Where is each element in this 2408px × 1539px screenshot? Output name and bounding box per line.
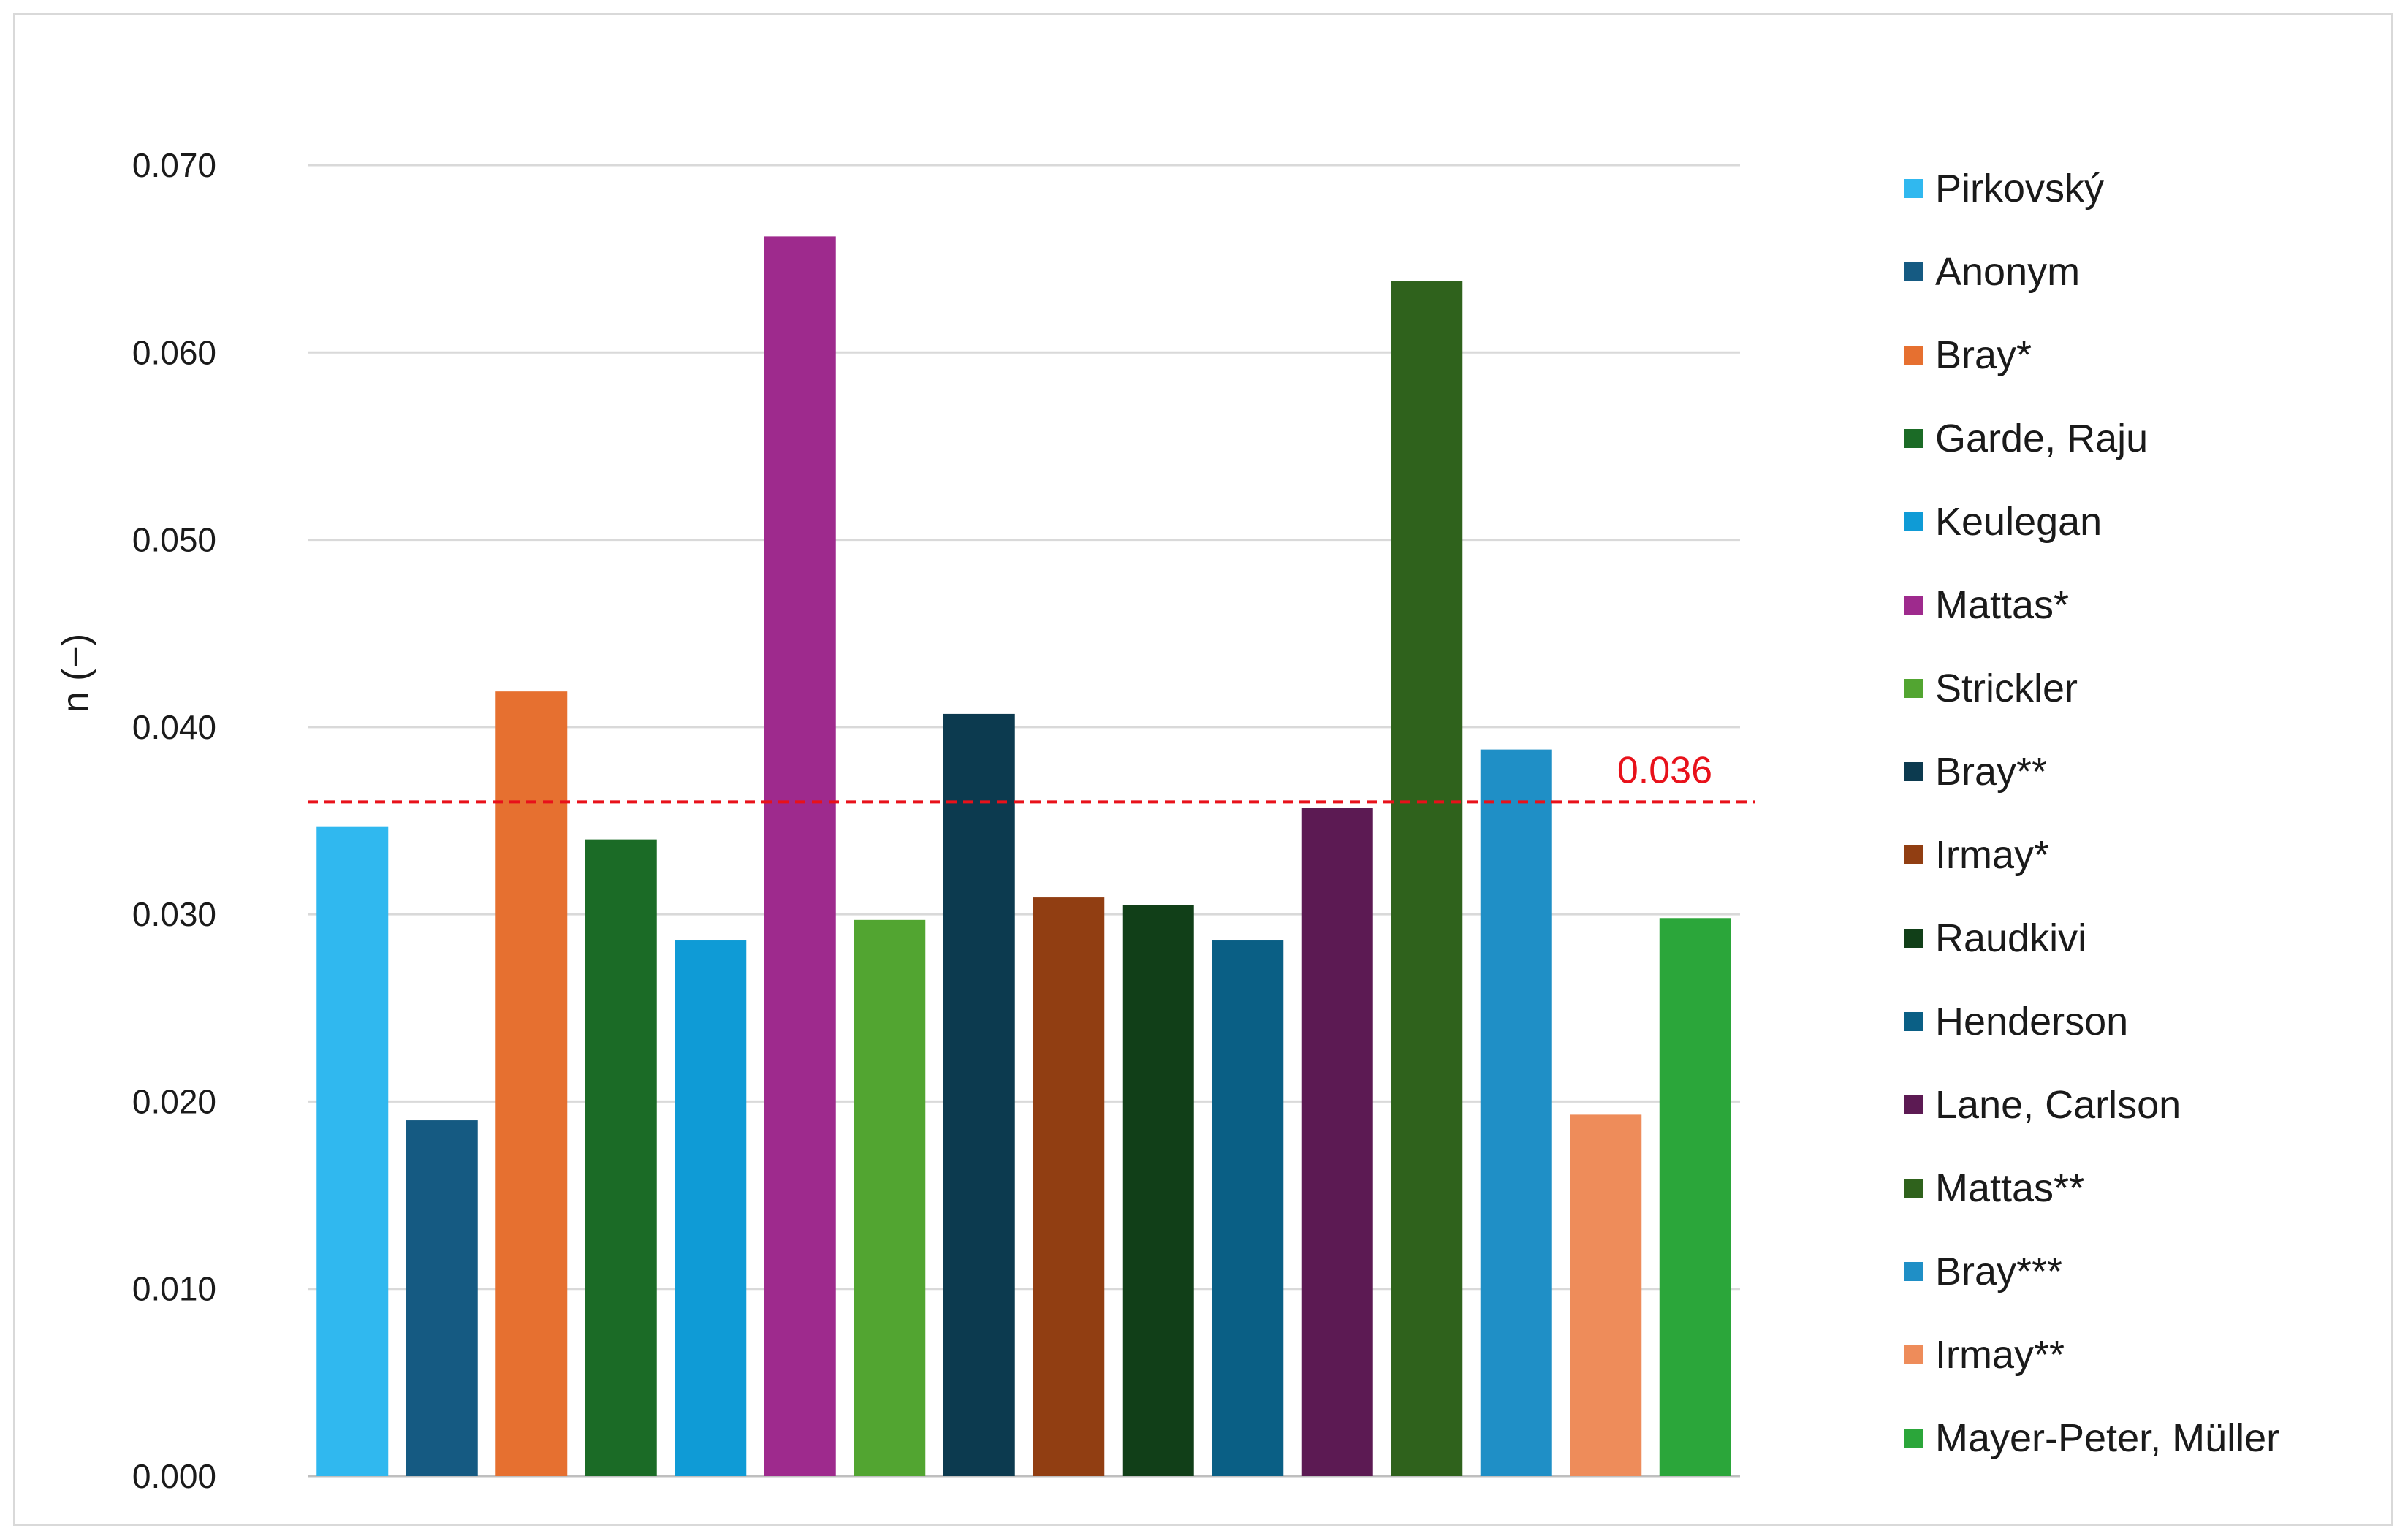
legend-swatch (1904, 846, 1923, 864)
legend-label: Lane, Carlson (1935, 1083, 2181, 1127)
bar (854, 919, 926, 1476)
y-tick-label: 0.020 (132, 1082, 216, 1120)
legend-label: Garde, Raju (1935, 417, 2149, 460)
bar (1659, 918, 1731, 1476)
legend-label: Bray* (1935, 333, 2032, 377)
bars (316, 236, 1731, 1477)
bar (764, 236, 836, 1477)
y-tick-label: 0.060 (132, 333, 216, 371)
legend-item: Lane, Carlson (1904, 1063, 2401, 1147)
legend-swatch (1904, 1262, 1923, 1281)
legend-item: Bray*** (1904, 1230, 2401, 1313)
y-tick-label: 0.030 (132, 895, 216, 933)
legend-label: Mayer-Peter, Müller (1935, 1416, 2280, 1460)
legend-label: Henderson (1935, 1000, 2129, 1044)
legend-label: Keulegan (1935, 500, 2103, 544)
legend-swatch (1904, 346, 1923, 365)
legend-label: Mattas** (1935, 1166, 2085, 1210)
y-tick-label: 0.050 (132, 521, 216, 559)
bar (406, 1120, 478, 1476)
legend-item: Irmay* (1904, 813, 2401, 897)
legend-item: Mayer-Peter, Müller (1904, 1396, 2401, 1480)
bar (1122, 905, 1194, 1476)
bar (1570, 1114, 1642, 1476)
legend-item: Irmay** (1904, 1313, 2401, 1396)
legend-label: Anonym (1935, 250, 2081, 294)
legend-label: Bray*** (1935, 1250, 2063, 1293)
legend-label: Irmay** (1935, 1333, 2065, 1377)
legend-swatch (1904, 262, 1923, 281)
legend-item: Bray** (1904, 730, 2401, 813)
legend-swatch (1904, 1012, 1923, 1031)
y-tick-label: 0.040 (132, 708, 216, 746)
legend-item: Bray* (1904, 314, 2401, 397)
y-axis-ticks: 0.000 0.010 0.020 0.030 0.040 0.050 0.060 0.070 (132, 146, 216, 1495)
legend-swatch (1904, 679, 1923, 698)
bar (1212, 940, 1284, 1476)
legend-swatch (1904, 929, 1923, 948)
legend-label: Bray** (1935, 750, 2048, 794)
legend: Pirkovský Anonym Bray* Garde, Raju Keulegan M… (1904, 147, 2401, 1480)
legend-item: Mattas* (1904, 563, 2401, 647)
bar (495, 691, 568, 1476)
legend-label: Pirkovský (1935, 167, 2105, 210)
legend-label: Strickler (1935, 666, 2078, 710)
y-tick-label: 0.070 (132, 146, 216, 184)
reference-line-label: 0.036 (1617, 749, 1712, 791)
legend-swatch (1904, 1179, 1923, 1198)
legend-item: Mattas** (1904, 1147, 2401, 1230)
bar (1301, 808, 1373, 1476)
bar (943, 713, 1015, 1476)
legend-swatch (1904, 762, 1923, 781)
legend-item: Strickler (1904, 647, 2401, 730)
legend-swatch (1904, 596, 1923, 615)
legend-swatch (1904, 1095, 1923, 1114)
legend-item: Anonym (1904, 230, 2401, 314)
legend-swatch (1904, 429, 1923, 448)
bar (1033, 897, 1105, 1476)
legend-swatch (1904, 1345, 1923, 1364)
y-tick-label: 0.010 (132, 1270, 216, 1308)
legend-label: Irmay* (1935, 833, 2050, 877)
legend-item: Raudkivi (1904, 897, 2401, 980)
legend-label: Mattas* (1935, 583, 2070, 627)
bar (316, 826, 389, 1476)
reference-line-group: 0.036 (308, 749, 1755, 804)
y-axis-label: n (−) (55, 634, 97, 712)
legend-item: Keulegan (1904, 480, 2401, 563)
legend-item: Henderson (1904, 980, 2401, 1063)
legend-item: Pirkovský (1904, 147, 2401, 230)
legend-swatch (1904, 179, 1923, 198)
legend-swatch (1904, 512, 1923, 531)
bar (1391, 281, 1463, 1476)
legend-swatch (1904, 1429, 1923, 1448)
bar (675, 940, 747, 1476)
chart-frame: 0.000 0.010 0.020 0.030 0.040 0.050 0.060 0.070… (13, 13, 2393, 1526)
bar (1480, 749, 1552, 1476)
legend-item: Garde, Raju (1904, 397, 2401, 480)
bar-chart: 0.000 0.010 0.020 0.030 0.040 0.050 0.060 0.070… (55, 146, 1755, 1495)
legend-label: Raudkivi (1935, 916, 2087, 960)
y-tick-label: 0.000 (132, 1457, 216, 1495)
bar (585, 839, 657, 1476)
